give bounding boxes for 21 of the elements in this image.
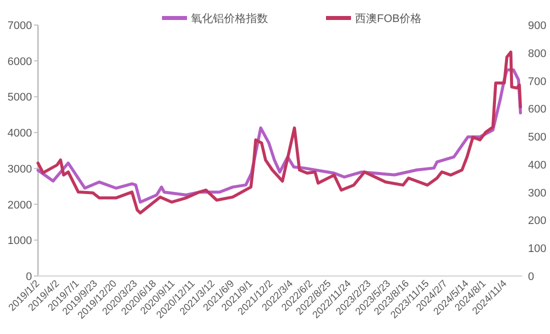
y2-tick-label: 300: [528, 187, 546, 200]
y-tick-label: 4000: [8, 128, 32, 140]
y2-tick-label: 0: [528, 271, 534, 283]
y2-tick-label: 600: [528, 104, 546, 116]
y2-tick-label: 900: [528, 20, 546, 32]
y2-tick-label: 400: [528, 159, 546, 172]
y2-tick-label: 100: [528, 243, 546, 256]
y2-tick-label: 800: [528, 48, 546, 60]
y2-tick-label: 500: [528, 132, 546, 144]
y-tick-label: 0: [26, 271, 32, 283]
y2-tick-label: 200: [528, 215, 546, 228]
legend-label: 西澳FOB价格: [355, 13, 422, 25]
y-tick-label: 5000: [8, 92, 32, 104]
y-tick-label: 3000: [8, 163, 32, 176]
y-tick-label: 7000: [8, 20, 32, 32]
y2-tick-label: 700: [528, 76, 546, 88]
line-series: [36, 50, 522, 214]
y-tick-label: 1000: [8, 235, 32, 248]
y-tick-label: 2000: [8, 199, 32, 212]
legend-label: 氧化铝价格指数: [191, 13, 268, 25]
y-tick-label: 6000: [8, 56, 32, 68]
